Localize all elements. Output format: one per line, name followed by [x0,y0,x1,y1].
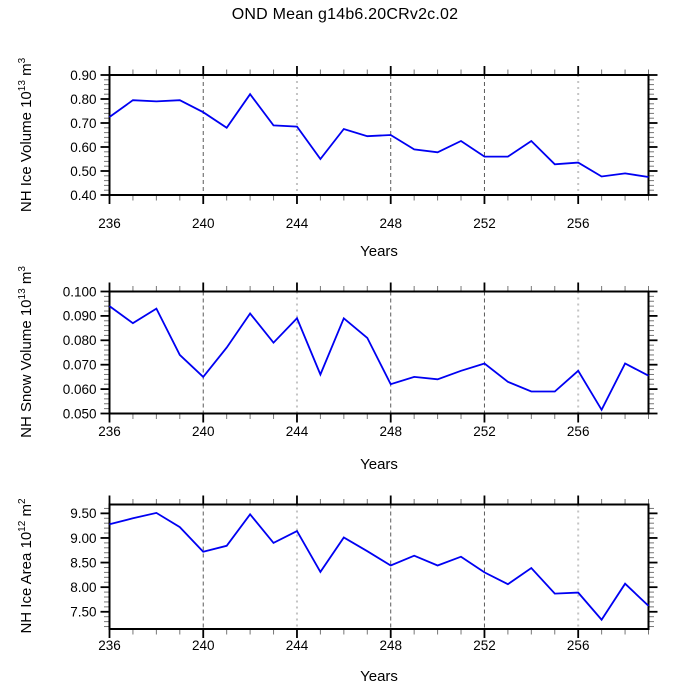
x-tick-label: 236 [98,638,121,653]
y-tick-label: 0.060 [63,382,97,397]
y-axis-title-text: NH Ice Volume 10 [18,91,35,213]
y-axis-title-text: NH Ice Area 10 [18,531,35,634]
y-axis-title-exponent: 13 [17,288,28,300]
x-tick-label: 248 [379,638,402,653]
y-axis-title-ice-volume: NH Ice Volume 1013 m3 [17,58,35,212]
y-tick-label: 0.100 [63,284,97,299]
y-axis-title-exponent: 13 [17,80,28,92]
x-tick-label: 244 [286,424,309,439]
y-axis-title-unit-exponent: 3 [17,266,28,272]
x-tick-label: 240 [192,216,215,231]
x-tick-label: 248 [379,424,402,439]
y-tick-label: 0.60 [70,140,96,155]
y-tick-label: 0.080 [63,333,97,348]
x-axis-title-chart3: Years [360,668,398,685]
y-tick-label: 0.90 [70,68,96,83]
data-line [109,511,650,622]
x-tick-label: 236 [98,424,121,439]
y-tick-label: 8.50 [70,555,96,570]
y-axis-title-text: NH Snow Volume 10 [18,299,35,438]
x-tick-label: 252 [473,424,496,439]
y-tick-label: 0.40 [70,188,96,203]
y-axis-title-snow-volume: NH Snow Volume 1013 m3 [17,266,35,438]
y-axis-title-ice-area: NH Ice Area 1012 m2 [17,498,35,633]
plot-frame [108,74,650,196]
y-tick-label: 0.070 [63,358,97,373]
x-tick-label: 256 [567,424,590,439]
y-tick-label: 0.090 [63,309,97,324]
x-tick-label: 240 [192,424,215,439]
y-axis-title-unit: m [18,63,35,81]
x-tick-label: 256 [567,216,590,231]
y-tick-label: 7.50 [70,605,96,620]
x-axis-title-chart1: Years [360,243,398,260]
x-tick-label: 248 [379,216,402,231]
x-axis-title-chart2: Years [360,455,398,473]
y-axis-title-exponent: 12 [17,520,28,532]
x-tick-label: 240 [192,638,215,653]
x-tick-label: 236 [98,216,121,231]
y-tick-label: 0.50 [70,164,96,179]
data-line [108,92,649,178]
y-tick-label: 8.00 [70,580,96,595]
y-axis-title-unit: m [18,504,35,521]
x-tick-label: 252 [473,638,496,653]
x-tick-label: 256 [567,638,590,653]
y-axis-title-unit-exponent: 3 [17,57,28,64]
x-tick-label: 244 [286,216,309,231]
y-axis-title-unit: m [18,271,35,289]
plot-frame [108,503,650,630]
y-tick-label: 9.00 [70,531,96,546]
y-tick-label: 0.70 [70,116,96,131]
x-tick-label: 252 [473,216,496,231]
y-tick-label: 0.050 [63,406,97,421]
figure-title: OND Mean g14b6.20CRv2c.02 [231,6,459,23]
data-line [108,305,649,412]
x-tick-label: 244 [286,638,309,653]
y-axis-title-unit-exponent: 2 [17,498,28,505]
plot-frame [108,290,650,415]
y-tick-label: 0.80 [70,92,96,107]
y-tick-label: 9.50 [70,506,96,521]
